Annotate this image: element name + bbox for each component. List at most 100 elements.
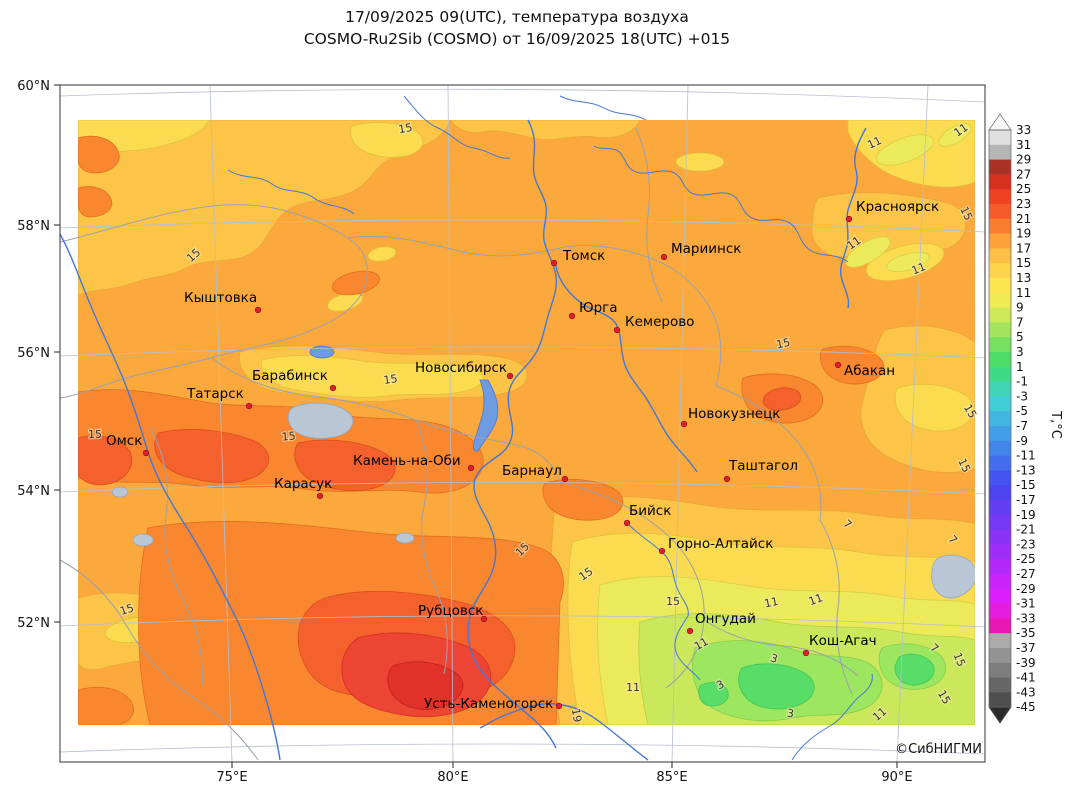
city-dot	[254, 306, 262, 314]
temp-region	[449, 120, 641, 141]
river-top1	[403, 95, 511, 159]
colorbar-tick-label: -3	[1016, 389, 1028, 403]
colorbar-arrow-down	[988, 706, 1012, 724]
contour-label: 15	[88, 428, 102, 441]
colorbar-tick-label: -43	[1016, 685, 1036, 699]
colorbar-segment	[989, 189, 1011, 205]
cities: Красноярск Томск Мариинск Кыштовка Юрга Кемер…	[106, 199, 939, 712]
contour-label: 15	[383, 372, 399, 387]
city-label: Бийск	[629, 503, 671, 519]
temp-region	[78, 186, 113, 218]
colorbar-segment	[989, 307, 1011, 323]
city-label: Абакан	[844, 363, 895, 379]
city-label: Барнаул	[502, 463, 562, 479]
temp-region	[78, 435, 133, 486]
colorbar-segment	[989, 544, 1011, 560]
city-label: Томск	[562, 248, 605, 264]
colorbar-segment	[989, 337, 1011, 353]
colorbar-segment	[989, 588, 1011, 604]
colorbar-segment	[989, 278, 1011, 294]
contour-label: 11	[807, 591, 825, 608]
colorbar-segment	[989, 603, 1011, 619]
colorbar-segment	[989, 470, 1011, 486]
city-dot	[802, 649, 810, 657]
city-label: Горно-Алтайск	[668, 536, 773, 552]
colorbar-tick-label: 9	[1016, 301, 1024, 315]
colorbar-tick-label: 21	[1016, 212, 1031, 226]
city-label: Новосибирск	[415, 360, 507, 376]
contour-label: 19	[569, 707, 584, 723]
contour-label: 15	[775, 336, 791, 352]
city-label: Мариинск	[671, 241, 741, 257]
lon-tick-label: 75°E	[216, 770, 247, 785]
city-label: Камень-на-Оби	[353, 453, 461, 469]
colorbar-tick-label: -21	[1016, 523, 1036, 537]
temp-region	[738, 663, 815, 710]
lake	[395, 532, 415, 544]
colorbar-segment	[989, 204, 1011, 220]
city-dot	[316, 492, 324, 500]
city-label: Карасук	[274, 476, 332, 492]
city-label: Кош-Агач	[809, 633, 877, 649]
colorbar-segment	[989, 352, 1011, 368]
river-irtysh-uk	[479, 702, 649, 761]
contour-label: 11	[763, 595, 779, 611]
colorbar-tick-label: 25	[1016, 182, 1031, 196]
colorbar-tick-label: -15	[1016, 478, 1036, 492]
contour-label: 11	[910, 260, 928, 277]
lat-tick-label: 56°N	[17, 346, 50, 361]
colorbar-tick-label: -19	[1016, 508, 1036, 522]
city-dot	[660, 253, 668, 261]
temp-region	[886, 252, 930, 272]
colorbar-tick-label: -5	[1016, 404, 1028, 418]
city-dot	[680, 420, 688, 428]
contour-label: 11	[626, 681, 640, 694]
city-dot	[467, 464, 475, 472]
lake	[309, 345, 335, 359]
colorbar-segment	[989, 411, 1011, 427]
colorbar-tick-label: -31	[1016, 597, 1036, 611]
temp-region	[78, 135, 120, 174]
temp-region	[938, 123, 972, 147]
colorbar-tick-label: 19	[1016, 227, 1031, 241]
temp-region	[845, 236, 891, 268]
colorbar-tick-label: -35	[1016, 626, 1036, 640]
colorbar-tick-label: 33	[1016, 123, 1031, 137]
lon-tick-label: 80°E	[437, 770, 468, 785]
colorbar-segment	[989, 618, 1011, 634]
temperature-field	[78, 120, 975, 725]
city-dot	[245, 402, 253, 410]
city-label: Таштагол	[728, 458, 798, 474]
copyright: ©СибНИГМИ	[895, 742, 982, 757]
city-dot	[568, 312, 576, 320]
colorbar-segment	[989, 485, 1011, 501]
city-dot	[845, 215, 853, 223]
temp-region	[542, 479, 624, 521]
colorbar-tick-label: -17	[1016, 493, 1036, 507]
city-dot	[723, 475, 731, 483]
river-tom	[554, 259, 698, 473]
temp-region	[78, 686, 134, 725]
temp-region	[894, 653, 935, 686]
colorbar-tick-label: 15	[1016, 256, 1031, 270]
lon-tick-label: 90°E	[881, 770, 912, 785]
city-dot	[658, 547, 666, 555]
colorbar-tick-label: 7	[1016, 315, 1024, 329]
colorbar-segment	[989, 692, 1011, 708]
colorbar-segment	[989, 648, 1011, 664]
colorbar-frame	[988, 129, 1012, 708]
colorbar-segment	[989, 248, 1011, 264]
map-title-line2: COSMO-Ru2Sib (COSMO) от 16/09/2025 18(UT…	[304, 30, 730, 48]
city-label: Красноярск	[856, 199, 939, 215]
river-irtysh	[60, 233, 281, 761]
colorbar-tick-label: -7	[1016, 419, 1028, 433]
map-layers	[60, 85, 985, 762]
graticule	[60, 85, 985, 762]
lake	[931, 554, 975, 599]
colorbar-segment	[989, 662, 1011, 678]
city-dot	[561, 475, 569, 483]
city-label: Омск	[106, 433, 142, 449]
lat-tick-label: 54°N	[17, 484, 50, 499]
